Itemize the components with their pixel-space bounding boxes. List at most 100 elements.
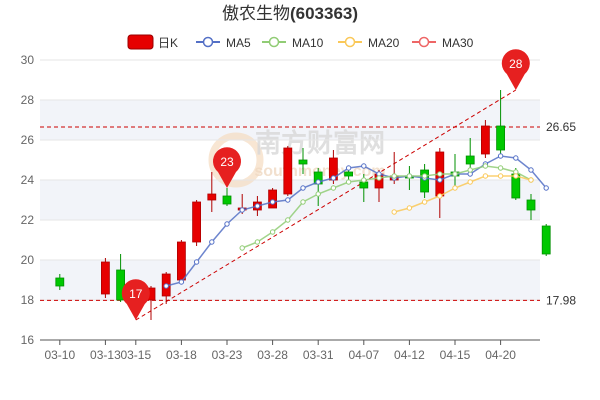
- ma-point-ma5: [315, 179, 321, 185]
- ma-point-ma5: [239, 207, 245, 213]
- candle-body: [480, 125, 490, 155]
- ma-point-ma5: [178, 279, 185, 285]
- x-axis: 03-10 03-13 03-15 03-18 03-23 03-28 03-31 04-07…: [40, 339, 540, 362]
- ma-point-ma5: [300, 185, 306, 191]
- candle-body: [268, 189, 278, 209]
- candle-body: [526, 199, 536, 211]
- legend-label: MA30: [442, 36, 474, 50]
- ma-point-ma10: [330, 185, 337, 191]
- candle-body: [344, 171, 354, 177]
- y-tick-label: 18: [21, 293, 35, 307]
- ma-point-ma10: [452, 171, 458, 177]
- ma-point-ma5: [269, 199, 276, 205]
- reference-line-label: 17.98: [546, 293, 576, 307]
- ma-point-ma10: [269, 229, 276, 235]
- ma-point-ma5: [193, 259, 200, 265]
- candle-body: [192, 201, 202, 243]
- x-tick-label: 04-20: [485, 348, 516, 362]
- ma-point-ma10: [345, 179, 352, 185]
- candle-body: [359, 181, 369, 189]
- legend-swatch-dot: [418, 36, 430, 48]
- y-tick-label: 26: [21, 133, 35, 147]
- candle-body: [283, 147, 293, 195]
- candle-body: [176, 241, 186, 281]
- legend-swatch-dot: [344, 36, 356, 48]
- ma-point-ma10: [239, 245, 245, 251]
- ma-point-ma5: [361, 163, 367, 169]
- x-tick-label: 04-12: [394, 348, 425, 362]
- x-tick-label: 03-18: [166, 348, 197, 362]
- ma-point-ma10: [315, 191, 321, 197]
- legend-swatch-dot: [202, 36, 214, 48]
- price-marker-label: 17: [129, 287, 143, 301]
- ma-point-ma10: [376, 175, 382, 181]
- chart-title-text: 傲农生物(603363): [222, 4, 358, 23]
- ma-point-ma20: [421, 199, 428, 205]
- ma-point-ma20: [437, 193, 443, 199]
- ma-point-ma20: [467, 179, 473, 185]
- ma-point-ma10: [421, 173, 428, 179]
- ma-point-ma20: [528, 177, 534, 183]
- candle-body: [222, 195, 232, 205]
- price-markers: 17 23 28: [121, 49, 530, 320]
- x-tick-label: 03-13: [90, 348, 121, 362]
- candle-body: [298, 159, 308, 165]
- candle-body: [101, 261, 110, 295]
- candle-body: [55, 277, 65, 287]
- stock-code: (603363): [290, 4, 358, 23]
- candle-body: [420, 169, 430, 193]
- ma-point-ma5: [497, 153, 504, 159]
- ma-point-ma5: [345, 165, 352, 171]
- ma-point-ma10: [361, 177, 367, 183]
- chart-title: 傲农生物(603363): [222, 4, 358, 23]
- ma-point-ma5: [163, 283, 169, 289]
- reference-lines: 26.65 17.98: [40, 120, 576, 307]
- x-tick-label: 04-15: [440, 348, 471, 362]
- candle-body: [496, 125, 506, 151]
- ma-point-ma10: [437, 171, 443, 177]
- legend-swatch-candle: [127, 34, 154, 50]
- ma-point-ma10: [467, 167, 473, 173]
- ma-point-ma10: [406, 173, 413, 179]
- y-tick-label: 22: [21, 213, 35, 227]
- stock-name: 傲农生物: [222, 4, 290, 23]
- ma-point-ma5: [330, 175, 337, 181]
- legend-label: MA5: [226, 36, 251, 50]
- moving-average-lines: [163, 153, 549, 289]
- x-tick-label: 04-07: [348, 348, 379, 362]
- y-tick-label: 20: [21, 253, 35, 267]
- ma-point-ma5: [254, 203, 261, 209]
- legend-label: 日K: [158, 36, 178, 50]
- ma-point-ma20: [497, 173, 504, 179]
- ma-point-ma10: [285, 217, 291, 223]
- x-tick-label: 03-28: [257, 348, 288, 362]
- y-tick-label: 16: [21, 333, 35, 347]
- ma-point-ma5: [528, 167, 534, 173]
- legend-swatch-dot: [268, 36, 280, 48]
- candle-body: [207, 193, 217, 201]
- ma-point-ma5: [437, 177, 443, 183]
- ma-point-ma5: [513, 155, 519, 161]
- candle-body: [541, 225, 551, 255]
- watermark-text: 南方财富网: [255, 128, 385, 158]
- y-tick-label: 28: [21, 93, 35, 107]
- ma-point-ma20: [391, 209, 397, 215]
- ma-point-ma20: [513, 173, 519, 179]
- y-axis: 16 18 20 22 24 26 28 30: [21, 53, 35, 347]
- background-band: [40, 100, 540, 140]
- ma-point-ma5: [285, 197, 291, 203]
- x-tick-label: 03-31: [303, 348, 334, 362]
- ma-line-ma20: [394, 175, 532, 213]
- ma-point-ma10: [391, 173, 397, 179]
- ma-point-ma5: [209, 239, 215, 245]
- price-marker-pin: [213, 147, 242, 188]
- ma-point-ma5: [543, 185, 549, 191]
- candle-body: [465, 155, 475, 165]
- legend-label: MA10: [292, 36, 324, 50]
- ma-point-ma10: [497, 165, 504, 171]
- price-marker-pin: [121, 279, 150, 320]
- price-marker-label: 23: [220, 155, 234, 169]
- reference-line-label: 26.65: [546, 120, 576, 134]
- x-tick-label: 03-10: [44, 348, 75, 362]
